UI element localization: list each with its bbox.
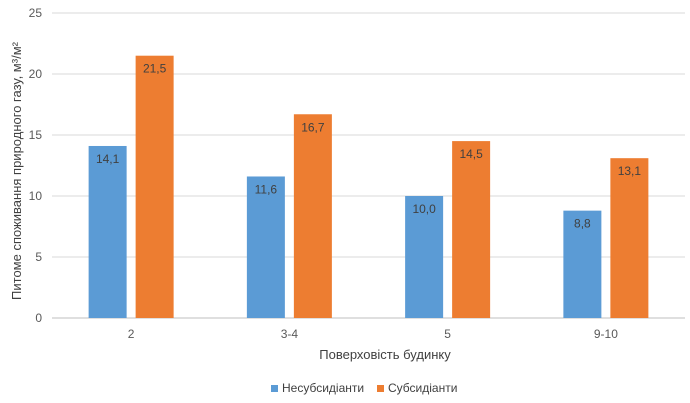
bar xyxy=(610,158,649,318)
legend-label: Несубсидіанти xyxy=(282,381,364,395)
y-tick-label: 0 xyxy=(35,311,42,325)
y-tick-label: 10 xyxy=(29,189,43,203)
x-tick-label: 3-4 xyxy=(281,327,299,341)
data-labels: 14,1 21,5 11,6 16,7 10,0 14,5 8,8 13,1 xyxy=(96,62,641,231)
y-tick-label: 25 xyxy=(29,6,43,20)
data-label: 21,5 xyxy=(143,62,167,76)
x-tick-label: 2 xyxy=(128,327,135,341)
x-axis-ticks: 2 3-4 5 9-10 xyxy=(128,327,618,341)
data-label: 11,6 xyxy=(255,182,278,196)
x-axis-title: Поверховість будинку xyxy=(319,347,451,362)
data-label: 10,0 xyxy=(412,202,436,216)
legend-swatch xyxy=(377,385,384,392)
y-tick-label: 15 xyxy=(29,128,43,142)
bar xyxy=(293,114,332,318)
y-axis-ticks: 0 5 10 15 20 25 xyxy=(29,6,43,325)
data-label: 16,7 xyxy=(301,120,325,134)
bar xyxy=(88,145,127,318)
data-label: 14,1 xyxy=(96,152,120,166)
x-tick-label: 9-10 xyxy=(594,327,618,341)
bar xyxy=(135,55,174,318)
bar xyxy=(452,141,491,318)
y-tick-label: 5 xyxy=(35,250,42,264)
bar xyxy=(405,196,444,318)
bar xyxy=(563,210,602,318)
data-label: 8,8 xyxy=(574,217,591,231)
legend-swatch xyxy=(271,385,278,392)
bars xyxy=(88,55,649,318)
legend-label: Субсидіанти xyxy=(388,381,457,395)
x-tick-label: 5 xyxy=(444,327,451,341)
y-axis-title: Питоме споживання природного газу, м³/м² xyxy=(9,41,24,300)
data-label: 13,1 xyxy=(618,164,642,178)
bar xyxy=(246,176,285,318)
y-tick-label: 20 xyxy=(29,67,43,81)
legend: Несубсидіанти Субсидіанти xyxy=(271,381,457,395)
data-label: 14,5 xyxy=(459,147,483,161)
